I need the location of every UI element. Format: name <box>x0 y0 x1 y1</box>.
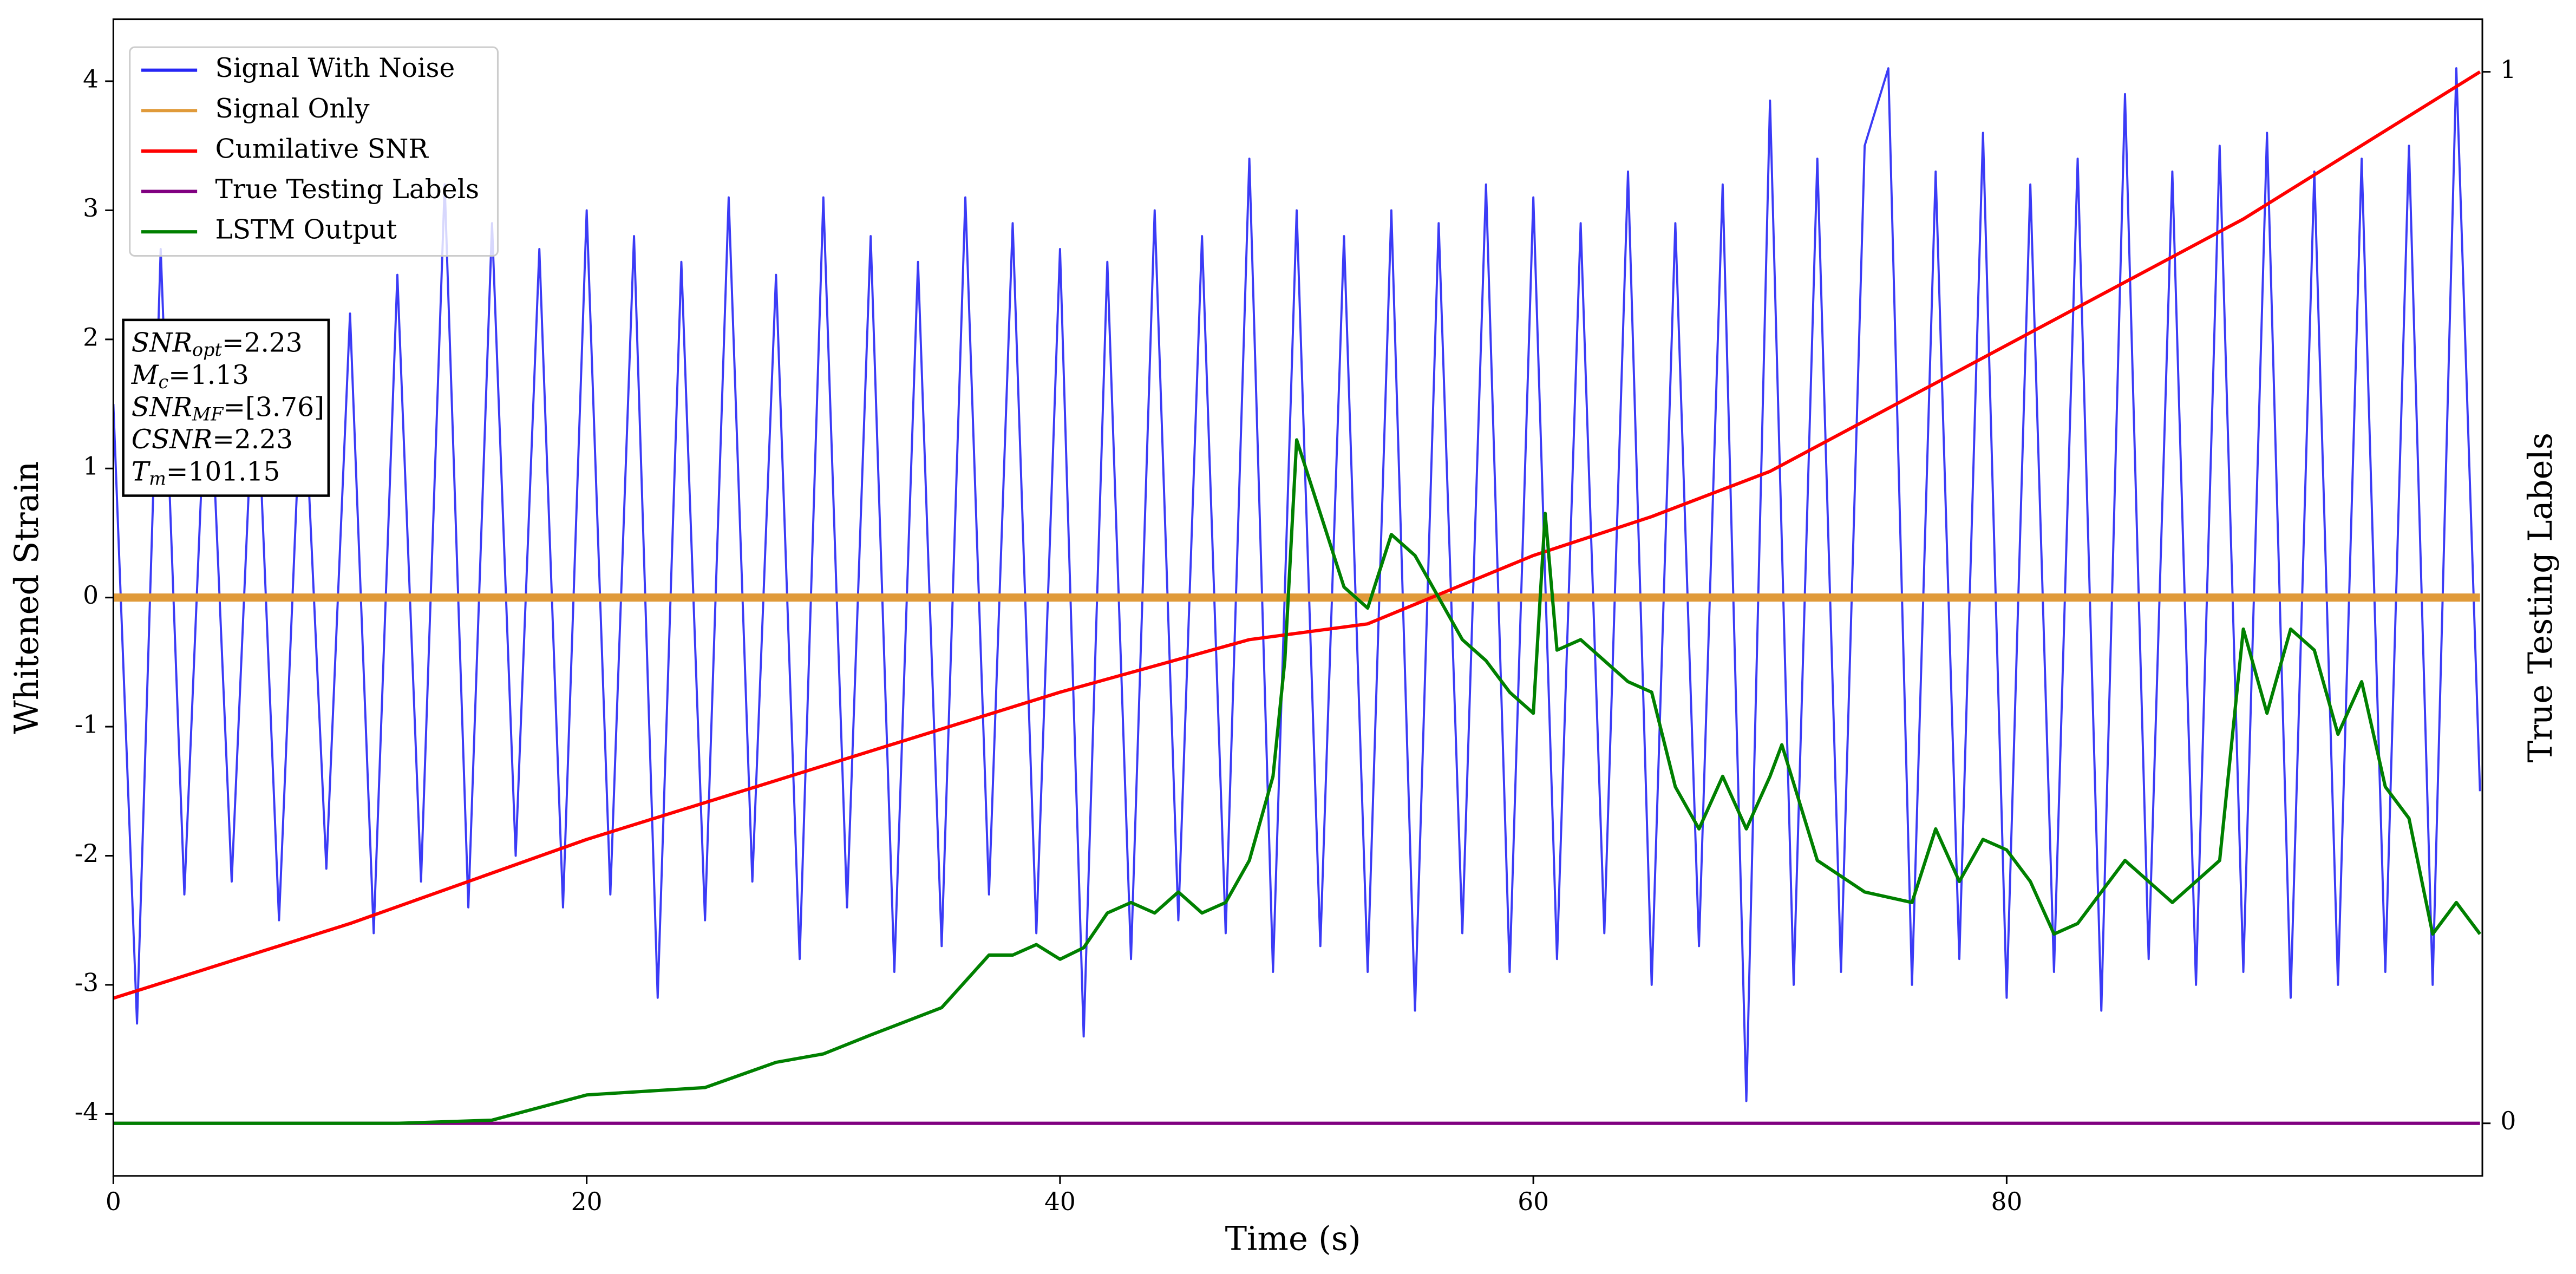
series-line <box>113 70 2481 1000</box>
x-tick-label: 20 <box>571 1187 603 1216</box>
legend-box <box>129 46 499 257</box>
annotation-line: Mc=1.13 <box>131 360 249 393</box>
legend-label: True Testing Labels <box>215 174 480 205</box>
y-tick-label: -3 <box>75 968 99 997</box>
y-tick-label: 3 <box>83 194 99 223</box>
annotation-sub: MF <box>192 403 224 424</box>
annotation-sub: opt <box>192 339 222 361</box>
annotation-value: =101.15 <box>166 456 280 487</box>
annotation-line: CSNR=2.23 <box>132 424 293 454</box>
annotation-value: =2.23 <box>222 328 303 358</box>
annotation-box <box>122 318 330 497</box>
annotation-sub: m <box>149 468 166 489</box>
y2-tick-label: 1 <box>2500 55 2516 84</box>
annotation-sub: c <box>158 371 168 393</box>
annotation-text: SNR <box>132 392 192 422</box>
annotation-line: SNRopt=2.23 <box>132 328 303 361</box>
y-tick-label: 4 <box>83 64 99 93</box>
y-axis-label: Whitened Strain <box>8 461 46 734</box>
legend-label: LSTM Output <box>215 215 397 245</box>
annotation-text: CSNR <box>132 424 212 454</box>
y-tick-label: -4 <box>75 1097 99 1126</box>
annotation-line: SNRMF=[3.76] <box>132 392 324 425</box>
legend-label: Cumilative SNR <box>215 134 429 164</box>
annotation-line: Tm=101.15 <box>132 456 280 489</box>
y2-axis-label: True Testing Labels <box>2522 433 2560 762</box>
x-tick-label: 40 <box>1044 1187 1076 1216</box>
annotation-text: T <box>132 456 151 487</box>
series-line <box>113 67 2481 1102</box>
plot-area <box>113 67 2482 1125</box>
y-tick-label: -2 <box>75 839 99 868</box>
annotation-text: SNR <box>132 328 192 358</box>
x-axis-label: Time (s) <box>1225 1220 1361 1258</box>
x-tick-label: 0 <box>106 1187 121 1216</box>
legend-label: Signal Only <box>215 94 370 124</box>
legend-label: Signal With Noise <box>215 53 455 83</box>
x-tick-label: 60 <box>1518 1187 1549 1216</box>
annotation-value: =[3.76] <box>223 392 324 422</box>
annotation-value: =2.23 <box>212 424 293 454</box>
y-tick-label: 2 <box>83 323 99 351</box>
y-tick-label: 1 <box>83 452 99 481</box>
series-line <box>113 438 2482 1125</box>
y-tick-label: 0 <box>83 581 99 610</box>
x-tick-label: 80 <box>1991 1187 2022 1216</box>
annotation-text: M <box>131 360 159 390</box>
y-tick-label: -1 <box>75 710 99 739</box>
annotation-value: =1.13 <box>168 360 249 390</box>
y2-tick-label: 0 <box>2500 1107 2516 1135</box>
